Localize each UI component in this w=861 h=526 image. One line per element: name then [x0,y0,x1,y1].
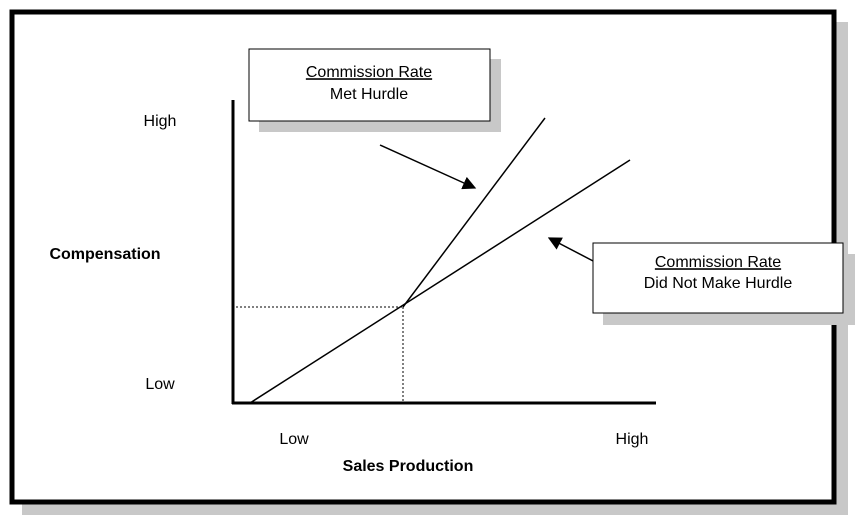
x-low-label: Low [279,431,309,448]
x-high-label: High [616,431,649,448]
hurdle-met-line [402,117,546,308]
callout-box [248,48,491,122]
y-axis-label: Compensation [49,246,160,263]
arrow [379,144,477,190]
callout-title: Commission Rate [306,64,432,81]
y-low-label: Low [145,376,175,393]
callout-title: Commission Rate [655,254,781,271]
callout-box [592,242,844,314]
y-high-label: High [144,113,177,130]
arrow [547,237,596,263]
x-axis-label: Sales Production [343,458,474,475]
callout-text: Did Not Make Hurdle [644,275,793,292]
callout-text: Met Hurdle [330,86,408,103]
hurdle-not-met-line [249,159,631,404]
